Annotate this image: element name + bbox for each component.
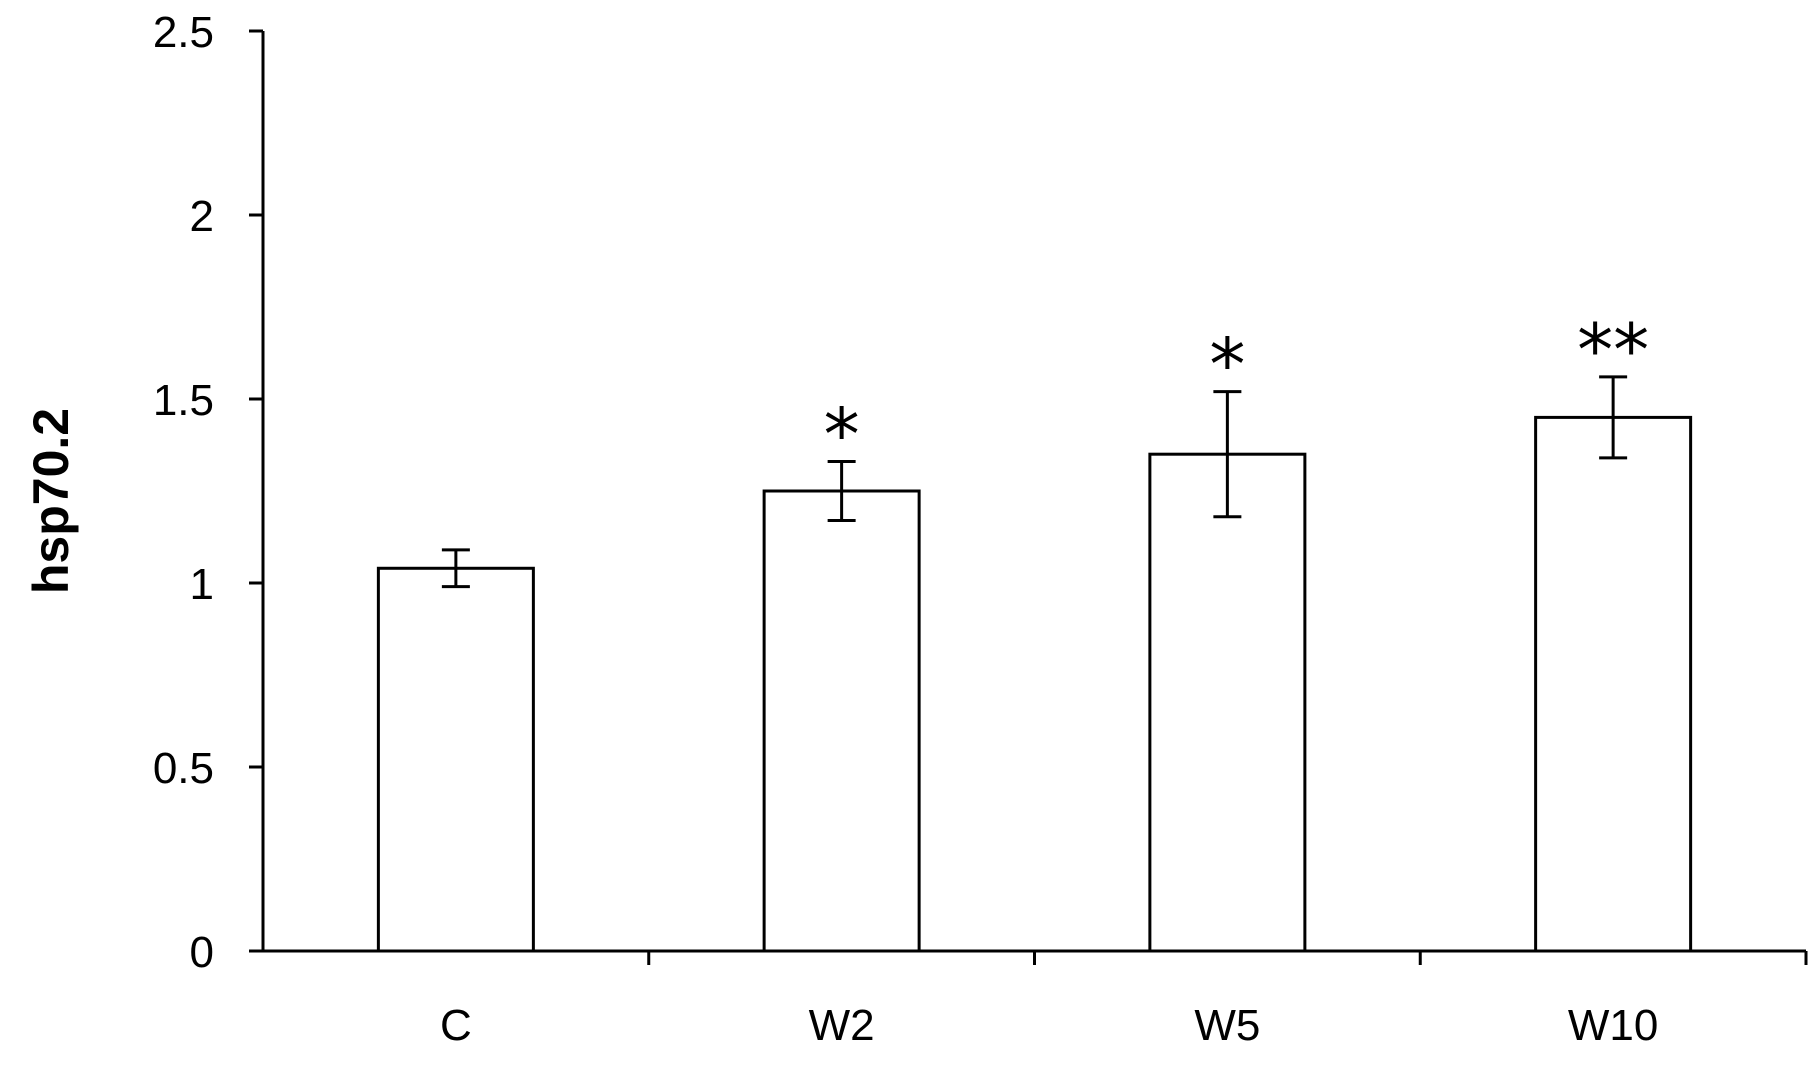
y-tick-label: 1 [190, 560, 214, 609]
significance-marker: * [1209, 323, 1245, 407]
bar-w2 [762, 489, 921, 953]
x-tick-label: W10 [1568, 1001, 1658, 1050]
y-tick-label: 0.5 [153, 744, 214, 793]
y-tick-label: 2 [190, 192, 214, 241]
x-axis-ticks: C W2 W5 W10 [440, 951, 1808, 1050]
significance-marker: ** [1577, 308, 1649, 392]
error-bar-c [441, 548, 470, 589]
error-bar-w2 [827, 460, 856, 522]
y-tick-label: 0 [190, 928, 214, 977]
significance-markers: ** ** [824, 308, 1650, 477]
y-axis-ticks: 0 0.5 1 1.5 2 2.5 [153, 8, 263, 977]
x-tick-label: W5 [1194, 1001, 1260, 1050]
y-tick-label: 2.5 [153, 8, 214, 57]
bar-c [376, 566, 535, 953]
y-axis-label: hsp70.2 [23, 408, 79, 594]
significance-marker: * [824, 393, 860, 477]
error-bar-w10 [1599, 375, 1628, 460]
y-tick-label: 1.5 [153, 376, 214, 425]
x-tick-label: W2 [809, 1001, 875, 1050]
bars [376, 415, 1693, 953]
bar-w10 [1534, 415, 1693, 953]
bar-w5 [1148, 452, 1307, 953]
error-bar-w5 [1213, 390, 1242, 519]
x-tick-label: C [440, 1001, 472, 1050]
error-bars [441, 375, 1628, 589]
